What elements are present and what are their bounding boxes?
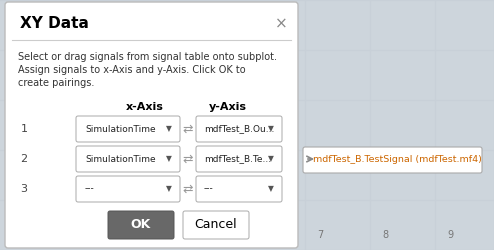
- Text: ▼: ▼: [166, 124, 172, 134]
- Text: XY Data: XY Data: [20, 16, 89, 32]
- Text: ×: ×: [275, 16, 288, 32]
- Text: 2: 2: [20, 154, 28, 164]
- Text: ---: ---: [85, 184, 95, 194]
- Text: ⇄: ⇄: [183, 152, 193, 166]
- Text: mdfTest_B.Te...: mdfTest_B.Te...: [204, 154, 271, 164]
- FancyBboxPatch shape: [5, 2, 298, 248]
- FancyBboxPatch shape: [108, 211, 174, 239]
- Text: Select or drag signals from signal table onto subplot.: Select or drag signals from signal table…: [18, 52, 277, 62]
- Text: ▼: ▼: [268, 124, 274, 134]
- Text: 7: 7: [317, 230, 323, 240]
- FancyBboxPatch shape: [76, 146, 180, 172]
- FancyBboxPatch shape: [196, 146, 282, 172]
- Text: 3: 3: [20, 184, 28, 194]
- Text: ---: ---: [204, 184, 214, 194]
- Text: OK: OK: [131, 218, 151, 232]
- FancyBboxPatch shape: [76, 176, 180, 202]
- Text: SimulationTime: SimulationTime: [85, 154, 156, 164]
- FancyBboxPatch shape: [196, 116, 282, 142]
- Text: ▼: ▼: [166, 184, 172, 194]
- Text: x-Axis: x-Axis: [126, 102, 164, 112]
- Text: ▼: ▼: [268, 184, 274, 194]
- Text: 9: 9: [447, 230, 453, 240]
- Text: Assign signals to x-Axis and y-Axis. Click OK to: Assign signals to x-Axis and y-Axis. Cli…: [18, 65, 246, 75]
- Text: 1: 1: [20, 124, 28, 134]
- Text: create pairings.: create pairings.: [18, 78, 94, 88]
- Text: Cancel: Cancel: [195, 218, 237, 232]
- Text: SimulationTime: SimulationTime: [85, 124, 156, 134]
- Text: 8: 8: [382, 230, 388, 240]
- Text: ⇄: ⇄: [183, 182, 193, 196]
- Text: ▼: ▼: [166, 154, 172, 164]
- Text: y-Axis: y-Axis: [209, 102, 247, 112]
- FancyBboxPatch shape: [183, 211, 249, 239]
- FancyBboxPatch shape: [196, 176, 282, 202]
- FancyBboxPatch shape: [76, 116, 180, 142]
- Text: ▼: ▼: [268, 154, 274, 164]
- Text: ⇄: ⇄: [183, 122, 193, 136]
- Text: mdfTest_B.TestSignal (mdfTest.mf4): mdfTest_B.TestSignal (mdfTest.mf4): [313, 154, 482, 164]
- FancyBboxPatch shape: [303, 147, 482, 173]
- Text: mdfTest_B.Ou...: mdfTest_B.Ou...: [204, 124, 274, 134]
